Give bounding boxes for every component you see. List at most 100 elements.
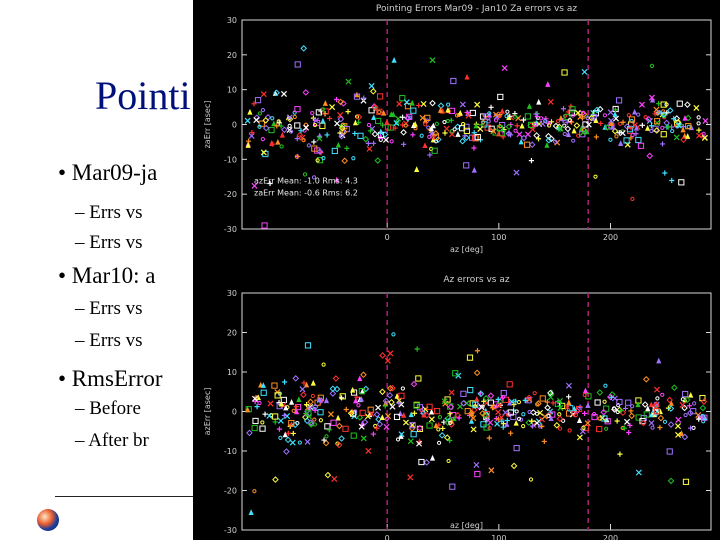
data-point xyxy=(426,403,433,410)
data-point xyxy=(622,405,629,412)
plot-canvas: Pointing Errors Mar09 - Jan10 Za errors … xyxy=(203,4,712,540)
data-point xyxy=(312,407,318,414)
data-point xyxy=(368,410,375,417)
data-point xyxy=(590,114,597,121)
data-point xyxy=(666,396,673,404)
data-point xyxy=(608,117,615,124)
data-point xyxy=(260,382,266,388)
data-point xyxy=(565,382,572,389)
data-point xyxy=(643,115,648,120)
data-point xyxy=(352,130,358,137)
data-point xyxy=(447,437,453,444)
data-point xyxy=(280,90,287,97)
data-point xyxy=(398,431,405,438)
data-point xyxy=(666,448,673,455)
data-point xyxy=(505,130,513,138)
data-point xyxy=(307,406,312,411)
data-point xyxy=(330,419,337,426)
y-tick-label: -10 xyxy=(224,447,237,456)
data-point xyxy=(267,400,274,407)
data-point xyxy=(470,406,478,414)
data-point xyxy=(287,123,292,128)
data-point xyxy=(386,385,394,392)
data-point xyxy=(342,425,349,432)
data-point xyxy=(260,136,265,142)
data-point xyxy=(434,136,442,143)
data-point xyxy=(307,419,315,426)
data-point xyxy=(304,438,311,445)
data-point xyxy=(361,418,369,426)
data-point xyxy=(645,405,651,412)
data-point xyxy=(546,413,551,419)
data-point xyxy=(560,117,566,124)
data-point xyxy=(322,108,329,115)
data-point xyxy=(303,124,310,131)
data-point xyxy=(399,114,406,120)
data-point xyxy=(395,115,402,122)
data-point xyxy=(368,82,375,89)
data-point xyxy=(272,476,279,483)
data-point xyxy=(290,430,296,437)
data-point xyxy=(334,176,340,183)
data-point xyxy=(497,124,503,129)
data-point xyxy=(678,430,685,436)
data-point xyxy=(628,116,636,123)
data-point xyxy=(635,397,642,404)
data-point xyxy=(278,400,285,407)
data-point xyxy=(554,400,562,408)
data-point xyxy=(273,89,280,97)
data-point xyxy=(379,352,386,359)
data-point xyxy=(397,410,403,417)
data-point xyxy=(481,398,487,404)
data-point xyxy=(494,420,501,427)
data-point xyxy=(281,412,287,419)
data-point xyxy=(628,408,634,414)
data-point xyxy=(524,141,531,148)
data-point xyxy=(579,115,585,121)
data-point xyxy=(446,458,451,464)
data-point xyxy=(389,403,396,410)
data-point xyxy=(248,509,254,515)
data-point xyxy=(621,425,627,431)
data-point xyxy=(251,182,258,189)
data-point xyxy=(382,403,388,409)
data-point xyxy=(357,132,364,139)
data-point xyxy=(261,222,268,229)
data-point xyxy=(399,95,406,102)
data-point xyxy=(477,125,484,133)
data-point xyxy=(669,177,675,184)
data-point xyxy=(424,114,431,121)
data-point xyxy=(619,130,626,137)
data-point xyxy=(312,117,320,124)
data-point xyxy=(498,129,506,137)
data-point xyxy=(294,122,301,129)
data-point xyxy=(539,120,546,127)
data-point xyxy=(604,124,611,131)
data-point xyxy=(541,413,548,420)
bullet-subitem: – Errs vs xyxy=(75,330,143,351)
data-point xyxy=(608,120,614,127)
data-point xyxy=(401,412,407,418)
data-point xyxy=(307,398,314,406)
data-point xyxy=(493,404,498,409)
data-point xyxy=(674,423,682,430)
data-point xyxy=(338,124,346,132)
data-point xyxy=(406,113,413,120)
data-point xyxy=(479,113,487,120)
data-point xyxy=(454,113,460,118)
data-point xyxy=(626,126,634,133)
data-point xyxy=(680,126,686,133)
data-point xyxy=(450,77,457,85)
data-point xyxy=(513,128,518,133)
data-point xyxy=(576,434,583,441)
data-point xyxy=(596,425,603,433)
data-point xyxy=(499,418,505,424)
data-point xyxy=(324,434,329,439)
data-point xyxy=(311,139,317,145)
data-point xyxy=(521,424,526,429)
data-point xyxy=(533,122,538,127)
data-point xyxy=(496,402,503,409)
data-point xyxy=(636,112,641,117)
data-point xyxy=(384,118,390,125)
data-point xyxy=(635,136,642,144)
